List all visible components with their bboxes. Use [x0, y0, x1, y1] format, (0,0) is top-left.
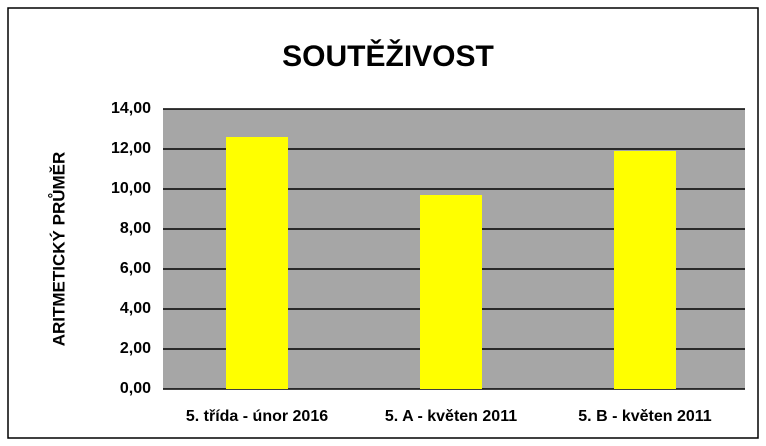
x-tick-label: 5. třída - únor 2016	[186, 408, 328, 425]
bar	[420, 195, 482, 389]
chart-title: SOUTĚŽIVOST	[282, 39, 494, 73]
y-tick-label: 2,00	[120, 340, 151, 357]
y-tick-label: 12,00	[111, 140, 151, 157]
y-tick-label: 10,00	[111, 180, 151, 197]
y-tick-label: 8,00	[120, 220, 151, 237]
y-tick-label: 4,00	[120, 300, 151, 317]
y-axis-label: ARITMETICKÝ PRŮMĚR	[48, 152, 68, 347]
y-tick-label: 6,00	[120, 260, 151, 277]
x-tick-label: 5. B - květen 2011	[578, 408, 712, 425]
x-tick-label: 5. A - květen 2011	[385, 408, 517, 425]
y-tick-label: 0,00	[120, 380, 151, 397]
bar	[226, 137, 288, 389]
y-tick-label: 14,00	[111, 100, 151, 117]
bar	[614, 151, 676, 389]
